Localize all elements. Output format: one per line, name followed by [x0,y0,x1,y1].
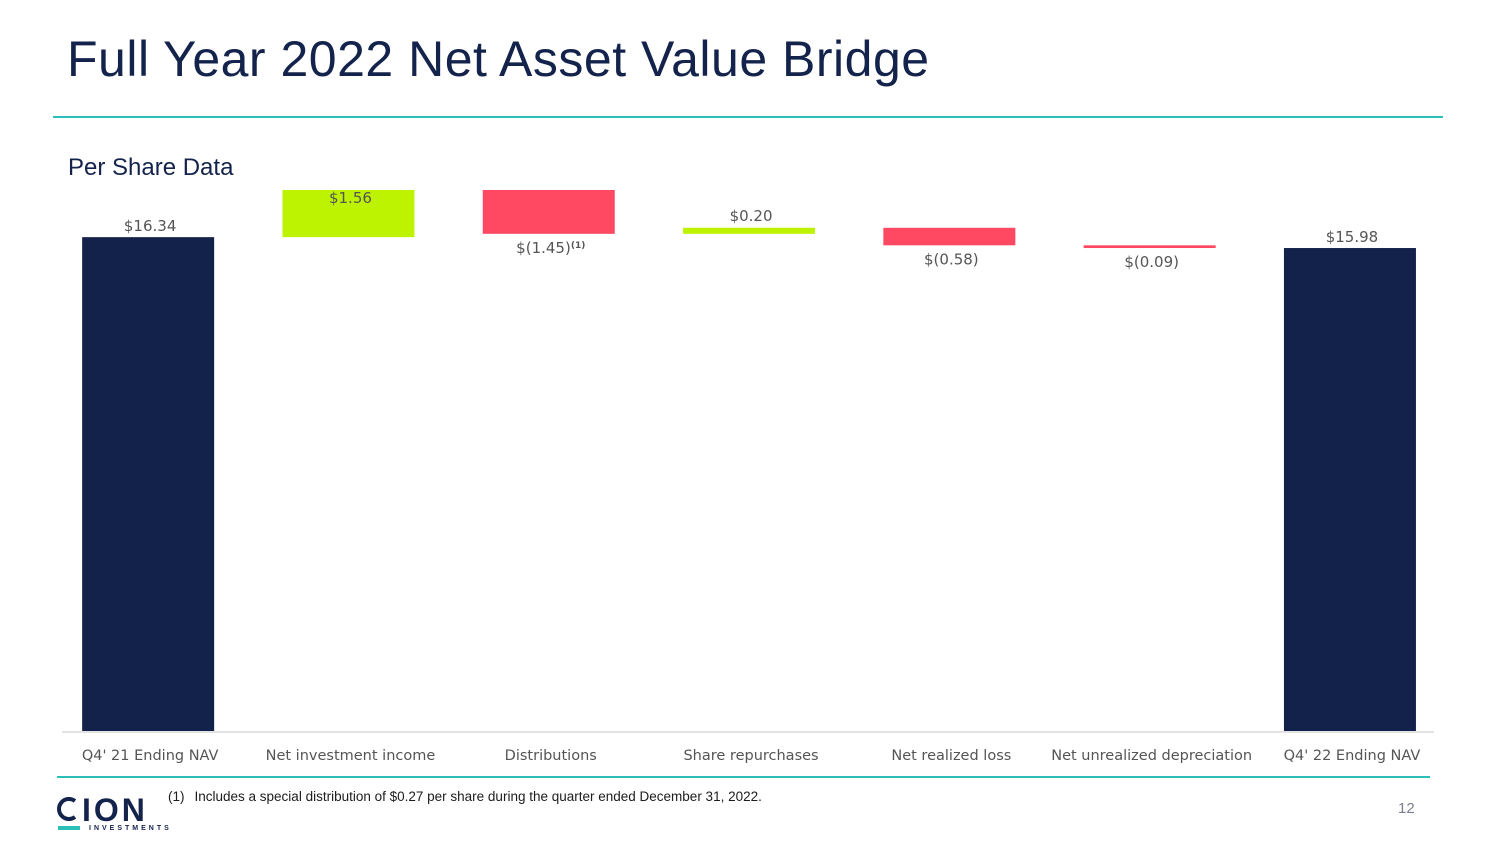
value-label-5: $(0.09) [1124,253,1179,271]
bar-1 [282,190,415,238]
category-label-5: Net unrealized depreciation [1051,748,1252,764]
category-label-6: Q4' 22 Ending NAV [1284,748,1421,764]
bar-3 [683,227,816,234]
value-label-6: $15.98 [1326,228,1379,246]
category-label-3: Share repurchases [683,748,818,764]
logo-wordmark: ION [82,792,148,828]
category-label-0: Q4' 21 Ending NAV [82,748,219,764]
chart-subtitle: Per Share Data [68,154,234,181]
footnote-text: Includes a special distribution of $0.27… [194,789,762,804]
footnote-number: (1) [168,789,185,804]
title-divider [53,116,1443,118]
bar-2 [482,190,615,234]
footnote: (1) Includes a special distribution of $0… [168,789,762,804]
bar-4 [883,227,1016,246]
page-number: 12 [1398,800,1415,817]
logo-accent-bar [58,826,80,830]
value-label-4: $(0.58) [924,250,979,268]
footer-divider [57,776,1430,778]
value-label-2: $(1.45)(1) [516,239,585,257]
value-label-note-2: (1) [571,241,586,251]
value-label-1: $1.56 [329,189,372,207]
value-label-3: $0.20 [730,207,773,225]
category-label-4: Net realized loss [891,748,1011,764]
logo-c-mark-icon [57,797,77,821]
cion-logo: ION INVESTMENTS [56,792,169,836]
page-title: Full Year 2022 Net Asset Value Bridge [67,31,930,87]
category-label-2: Distributions [505,748,597,764]
value-label-0: $16.34 [124,217,177,235]
bar-5 [1083,245,1216,249]
bar-0 [82,237,215,731]
bar-6 [1283,248,1416,731]
category-label-1: Net investment income [266,748,436,764]
logo-subtext: INVESTMENTS [89,825,172,832]
